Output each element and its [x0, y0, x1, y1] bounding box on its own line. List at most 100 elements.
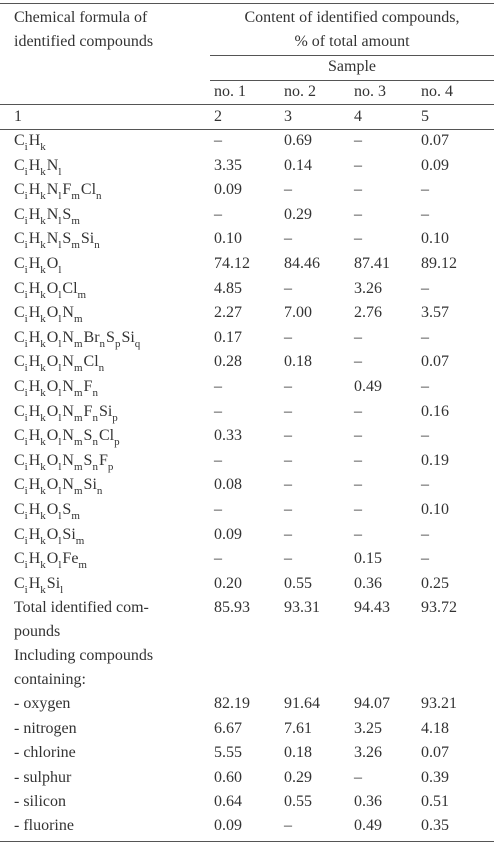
- cell-value: –: [421, 476, 429, 494]
- row-label: Including compounds: [14, 647, 154, 665]
- subscript: m: [73, 362, 83, 375]
- element-symbol: S: [106, 328, 115, 346]
- element-symbol: S: [83, 427, 93, 445]
- cell-value: –: [284, 550, 292, 568]
- element-symbol: C: [14, 550, 25, 568]
- subscript: i: [24, 510, 28, 522]
- element-symbol: C: [14, 279, 25, 297]
- cell-value: –: [421, 328, 429, 346]
- element-symbol: S: [83, 451, 93, 469]
- cell-value: –: [354, 230, 362, 248]
- row-label: - fluorine: [14, 817, 74, 835]
- cell-value: –: [284, 279, 292, 297]
- cell-value: –: [354, 156, 362, 174]
- element-symbol: H: [28, 574, 41, 592]
- element-symbol: C: [14, 181, 25, 199]
- header-label: identified compounds: [14, 33, 154, 50]
- element-symbol: Cl: [62, 279, 78, 297]
- subscript: n: [92, 460, 98, 473]
- cell-value: 85.93: [214, 599, 250, 617]
- subscript: m: [73, 411, 83, 424]
- row-label: - oxygen: [14, 695, 71, 713]
- subscript: l: [60, 583, 64, 596]
- element-symbol: C: [14, 451, 25, 469]
- formula: CiHkNlSmSin: [14, 229, 101, 251]
- cell-value: –: [354, 768, 362, 786]
- subscript: i: [24, 559, 28, 572]
- row-label: pounds: [14, 623, 61, 641]
- cell-value: –: [354, 132, 362, 149]
- subscript: l: [58, 288, 62, 301]
- element-symbol: H: [28, 132, 41, 149]
- subscript: l: [58, 534, 62, 547]
- element-symbol: N: [62, 378, 74, 395]
- cell-value: 94.07: [354, 695, 390, 713]
- subscript: m: [73, 313, 83, 326]
- formula: CiHkOlNmFn: [14, 377, 99, 399]
- rule: [0, 104, 494, 105]
- element-symbol: H: [28, 427, 41, 445]
- formula: CiHkOl: [14, 254, 62, 276]
- formula: CiHkOlNmSnFp: [14, 451, 114, 473]
- row-label: Total identified com-: [14, 599, 149, 617]
- element-symbol: O: [46, 525, 59, 543]
- element-symbol: C: [14, 476, 25, 494]
- element-symbol: O: [46, 378, 59, 395]
- cell-value: –: [214, 451, 222, 469]
- subscript: l: [58, 214, 62, 227]
- element-symbol: N: [62, 427, 74, 445]
- subscript: n: [92, 436, 98, 449]
- element-symbol: C: [14, 574, 25, 592]
- subscript: k: [40, 141, 46, 153]
- element-symbol: Si: [121, 328, 135, 346]
- element-symbol: H: [28, 353, 41, 371]
- element-symbol: Cl: [98, 427, 115, 445]
- subscript: i: [24, 264, 28, 276]
- subscript: l: [58, 362, 62, 375]
- row-label: - sulphur: [14, 768, 72, 786]
- cell-value: 89.12: [421, 255, 457, 272]
- cell-value: –: [354, 181, 362, 199]
- element-symbol: O: [46, 328, 59, 346]
- element-symbol: N: [62, 353, 74, 371]
- cell-value: 0.29: [284, 205, 312, 223]
- sample-label: no. 3: [354, 83, 386, 100]
- element-symbol: N: [46, 181, 59, 199]
- subscript: i: [24, 141, 28, 153]
- formula: CiHkOlNmFnSip: [14, 402, 119, 424]
- element-symbol: C: [14, 525, 25, 543]
- subscript: k: [40, 510, 46, 522]
- cell-value: –: [354, 451, 362, 469]
- subscript: k: [40, 264, 46, 276]
- cell-value: 0.36: [354, 574, 382, 592]
- cell-value: –: [214, 378, 222, 395]
- cell-value: –: [284, 328, 292, 346]
- subscript: q: [134, 337, 141, 350]
- element-symbol: N: [62, 402, 74, 420]
- element-symbol: O: [46, 353, 59, 371]
- cell-value: 0.18: [284, 744, 312, 762]
- header-label: Content of identified compounds,: [244, 9, 460, 26]
- subscript: l: [58, 387, 62, 399]
- subscript: l: [58, 460, 62, 473]
- element-symbol: H: [28, 550, 41, 568]
- rule: [0, 3, 494, 4]
- element-symbol: O: [46, 550, 59, 568]
- element-symbol: C: [14, 230, 25, 248]
- cell-value: –: [354, 501, 362, 518]
- subscript: m: [73, 485, 83, 498]
- subscript: m: [77, 288, 87, 301]
- subscript: l: [58, 337, 62, 350]
- formula: CiHkOlSim: [14, 525, 85, 547]
- formula: CiHkOlNmCln: [14, 352, 105, 375]
- cell-value: 0.10: [214, 230, 242, 248]
- cell-value: –: [214, 205, 222, 223]
- subscript: i: [24, 190, 28, 203]
- subscript: i: [24, 337, 28, 350]
- subscript: k: [40, 583, 46, 596]
- subscript: l: [58, 264, 62, 276]
- cell-value: 3.25: [354, 719, 382, 737]
- sample-label: no. 1: [214, 83, 246, 100]
